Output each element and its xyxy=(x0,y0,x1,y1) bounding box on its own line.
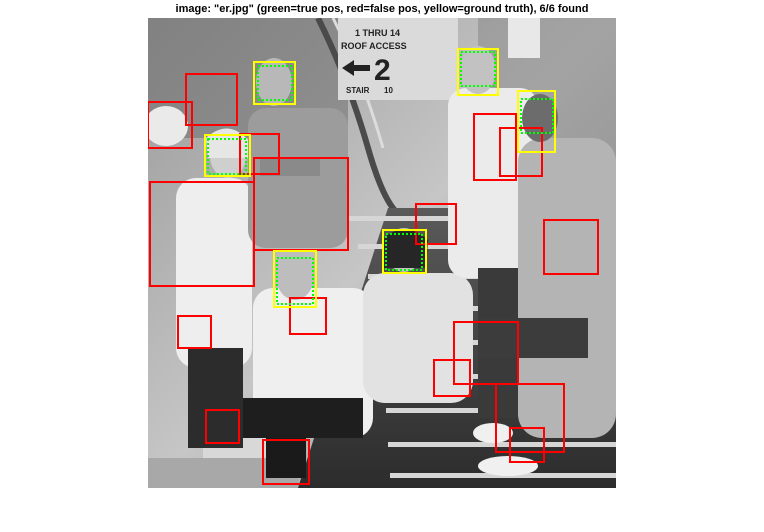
true-positive-box xyxy=(257,65,293,101)
ground-truth-box xyxy=(517,90,556,153)
figure-title: image: "er.jpg" (green=true pos, red=fal… xyxy=(175,3,589,15)
false-positive-box xyxy=(205,409,240,444)
true-positive-box xyxy=(207,138,247,175)
false-positive-box xyxy=(415,203,457,245)
ground-truth-box xyxy=(253,61,296,105)
person-sitting-man xyxy=(243,252,373,478)
false-positive-box xyxy=(543,219,599,275)
ground-truth-box xyxy=(457,48,499,96)
sign-line2: ROOF ACCESS xyxy=(341,41,407,51)
false-positive-box xyxy=(495,383,565,453)
wall-lamp xyxy=(148,106,188,146)
sign-line1: 1 THRU 14 xyxy=(355,28,400,38)
false-positive-box xyxy=(148,101,193,149)
false-positive-box xyxy=(433,359,471,397)
true-positive-boxes xyxy=(207,51,554,305)
true-positive-box xyxy=(385,233,423,271)
sign-arrow-icon xyxy=(342,60,370,76)
true-positive-box xyxy=(460,51,496,87)
stair-sign: 1 THRU 14 ROOF ACCESS 2 STAIR 10 xyxy=(338,18,458,100)
false-positive-box xyxy=(185,73,238,126)
photo-canvas: 1 THRU 14 ROOF ACCESS 2 STAIR 10 xyxy=(148,18,616,488)
false-positive-box xyxy=(149,181,255,287)
false-positive-box xyxy=(177,315,212,349)
ground-truth-box xyxy=(273,250,317,308)
false-positive-box xyxy=(473,113,517,181)
person-back-man xyxy=(248,58,348,248)
false-positive-box xyxy=(239,133,280,175)
sign-line4: 10 xyxy=(384,86,393,95)
person-left-woman xyxy=(176,128,252,448)
false-positive-box xyxy=(509,427,545,463)
false-positive-box xyxy=(289,297,327,335)
ground-truth-box xyxy=(382,229,427,274)
ground-truth-box xyxy=(204,134,251,177)
wall-notice xyxy=(508,18,540,58)
true-positive-box xyxy=(276,257,314,305)
sign-number: 2 xyxy=(374,54,391,87)
ground-truth-boxes xyxy=(204,48,556,308)
sign-line3: STAIR xyxy=(346,86,370,95)
false-positive-box xyxy=(453,321,519,385)
false-positive-box xyxy=(262,439,310,485)
photo-axes: 1 THRU 14 ROOF ACCESS 2 STAIR 10 xyxy=(148,18,616,488)
true-positive-box xyxy=(520,98,554,134)
false-positive-boxes xyxy=(148,73,599,485)
